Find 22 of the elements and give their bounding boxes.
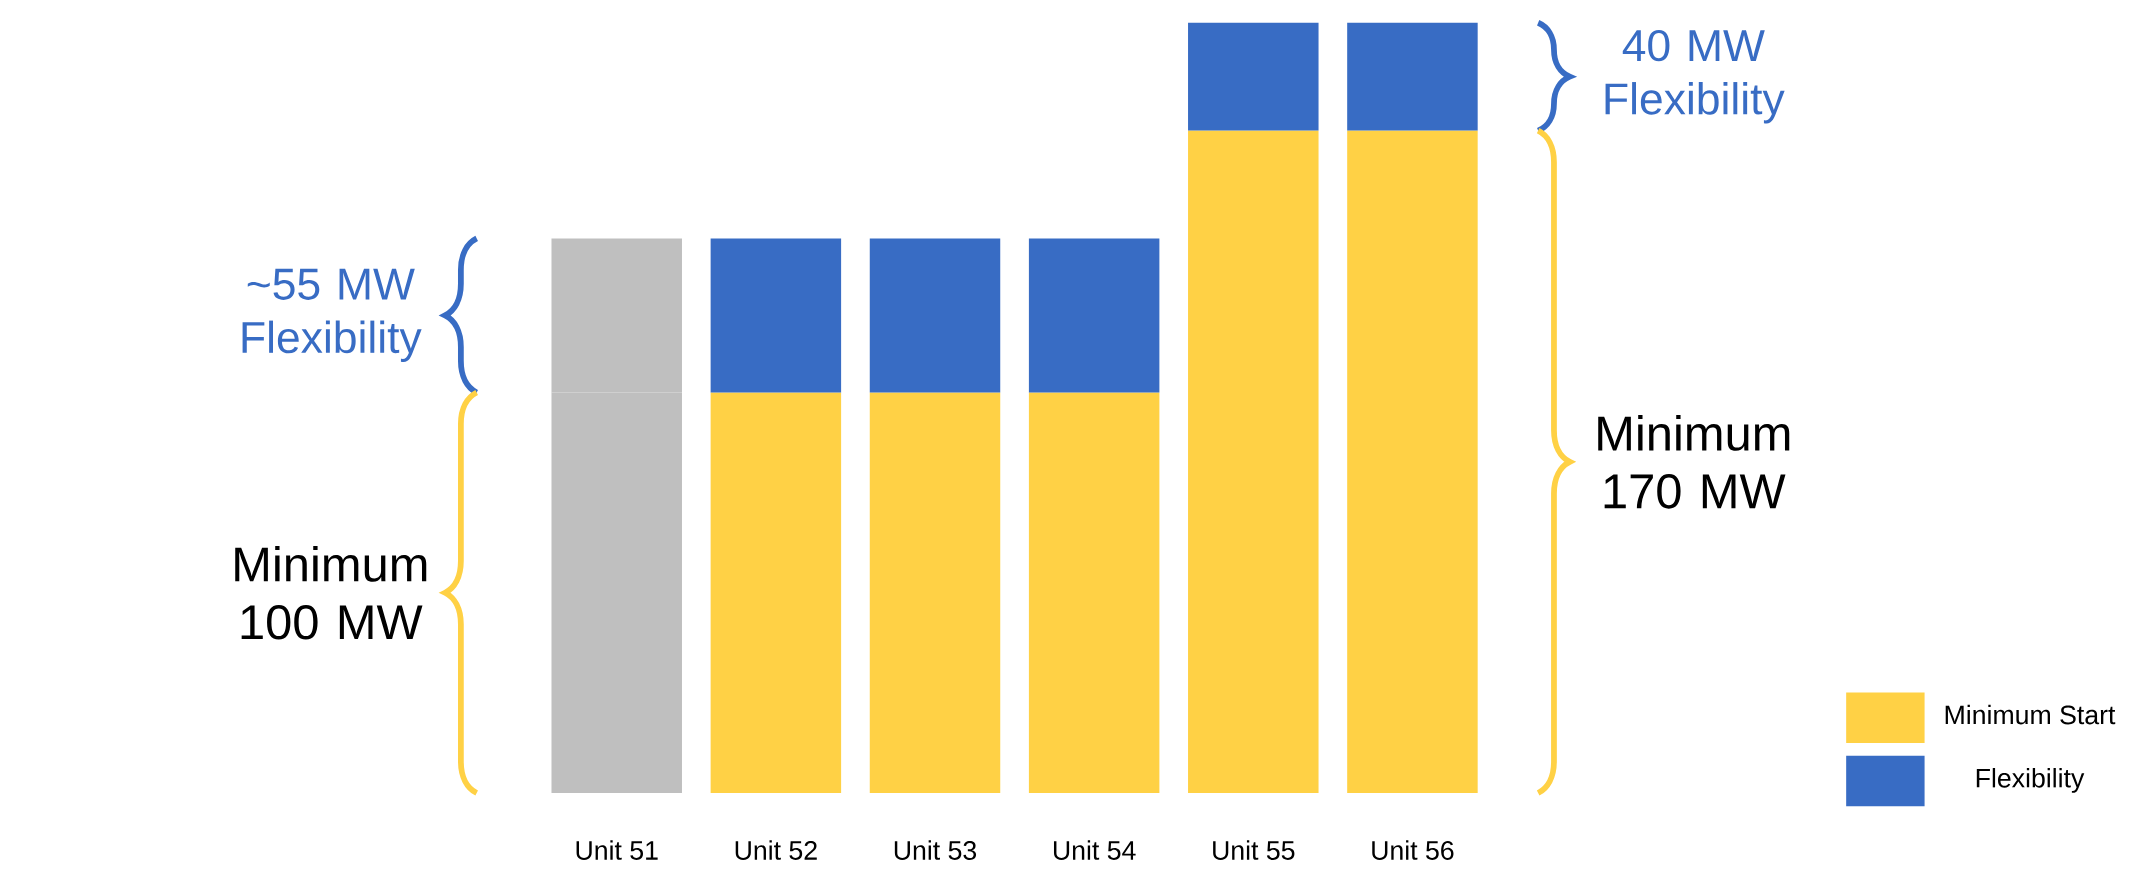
bar	[1188, 22, 1319, 131]
text: ~55 MW Flexibility	[242, 268, 422, 362]
bar	[1347, 130, 1478, 793]
bar	[869, 392, 1001, 793]
x-tick-label: Unit 54	[1053, 840, 1136, 860]
bar	[710, 392, 842, 793]
bar	[1188, 130, 1319, 793]
x-tick-label: Unit 55	[1213, 840, 1295, 860]
x-tick-label: Unit 53	[894, 840, 977, 860]
legend-label: Minimum Start	[1945, 704, 2116, 725]
text: 40 MW Flexibility	[1605, 29, 1785, 124]
text: Minimum 100 MW	[235, 545, 427, 640]
x-tick-label: Unit 56	[1372, 840, 1454, 860]
bar	[869, 238, 1001, 393]
x-tick-label: Unit 51	[576, 840, 658, 860]
bar	[1347, 22, 1478, 131]
bar	[1028, 392, 1160, 793]
text: Minimum 170 MW	[1598, 414, 1790, 509]
bar	[1028, 238, 1160, 393]
legend-label: Flexibility	[1976, 767, 2085, 793]
bar	[710, 238, 842, 393]
x-tick-label: Unit 52	[735, 840, 817, 860]
